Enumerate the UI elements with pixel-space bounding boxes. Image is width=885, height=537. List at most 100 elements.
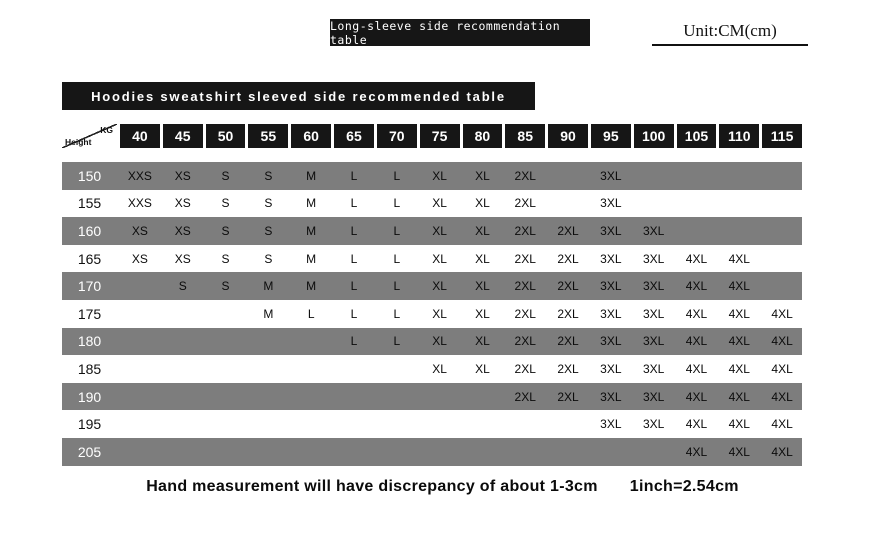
size-cell: XL	[432, 279, 447, 294]
table-row: 205 4XL 4XL 4XL	[62, 437, 802, 466]
size-cell: 4XL	[771, 361, 793, 376]
size-cell: M	[263, 279, 274, 294]
size-cell: 2XL	[514, 334, 536, 349]
size-cell: XL	[475, 251, 490, 266]
size-cell: 3XL	[600, 389, 622, 404]
size-cell: 4XL	[728, 279, 750, 294]
size-cell: 4XL	[685, 361, 708, 376]
size-cell: 2XL	[557, 251, 579, 266]
size-cell: 3XL	[642, 223, 665, 238]
size-cell: 4XL	[685, 251, 708, 266]
corner-kg-label: KG	[100, 125, 113, 135]
size-cell: S	[221, 251, 230, 266]
weight-header-cell: 110	[719, 124, 760, 148]
size-recommendation-table: KG Height 40 45 50 55 60 65 70 75 80 85 90 95 100 105…	[62, 124, 802, 466]
size-cell: 3XL	[642, 389, 665, 404]
weight-header-cell: 50	[205, 124, 246, 148]
size-cell: 3XL	[642, 361, 665, 376]
table-row: 175 M L L L XL XL 2XL 2XL 3XL 3XL 4XL 4XL 4XL	[62, 299, 802, 328]
size-cell: 2XL	[557, 306, 579, 321]
height-label: 170	[77, 278, 102, 295]
size-cell: 3XL	[642, 417, 665, 432]
size-cell: 4XL	[685, 444, 708, 459]
weight-header-cell: 70	[376, 124, 417, 148]
height-label: 150	[77, 167, 102, 184]
table-row: 165 XS XS S S M L L XL XL 2XL 2XL 3XL 3XL 4XL 4XL	[62, 244, 802, 273]
size-cell: L	[393, 168, 401, 183]
corner-cell: KG Height	[62, 124, 117, 148]
size-cell: S	[221, 168, 230, 183]
size-cell: 2XL	[514, 251, 536, 266]
size-cell: 3XL	[642, 251, 665, 266]
size-cell: L	[393, 279, 401, 294]
size-cell: M	[306, 279, 317, 294]
height-label: 160	[77, 222, 102, 239]
size-cell: S	[221, 196, 230, 211]
size-cell: 3XL	[600, 306, 622, 321]
size-cell: L	[393, 334, 401, 349]
height-label: 205	[77, 443, 102, 460]
size-cell: 2XL	[514, 196, 536, 211]
size-cell: 4XL	[728, 334, 750, 349]
weight-header-cell: 90	[548, 124, 588, 148]
size-cell: 3XL	[642, 306, 665, 321]
size-cell: 2XL	[557, 334, 579, 349]
weight-header-cell: 95	[590, 124, 631, 148]
size-cell: 3XL	[600, 223, 622, 238]
weight-header-cell: 55	[248, 124, 289, 148]
corner-height-label: Height	[65, 137, 92, 147]
size-cell: XL	[475, 168, 490, 183]
size-cell: M	[306, 196, 317, 211]
table-header-row: KG Height 40 45 50 55 60 65 70 75 80 85 90 95 100 105…	[62, 124, 802, 148]
size-cell: L	[350, 334, 358, 349]
size-cell: XXS	[127, 168, 152, 183]
size-cell: 2XL	[514, 168, 536, 183]
size-cell: 4XL	[728, 306, 750, 321]
size-cell: 3XL	[600, 251, 622, 266]
size-cell: XL	[475, 334, 490, 349]
size-cell: 3XL	[600, 279, 622, 294]
size-cell: XL	[475, 279, 490, 294]
size-cell: XS	[131, 251, 148, 266]
size-cell: L	[393, 223, 401, 238]
size-cell: 4XL	[771, 334, 793, 349]
size-cell: M	[306, 223, 317, 238]
size-cell: 4XL	[728, 251, 750, 266]
table-row: 150 XXS XS S S M L L XL XL 2XL 3XL	[62, 162, 802, 190]
size-cell: XL	[432, 361, 447, 376]
size-cell: XL	[432, 168, 447, 183]
size-cell: 4XL	[685, 334, 708, 349]
size-cell: S	[264, 223, 273, 238]
size-cell: L	[393, 196, 401, 211]
size-cell: XL	[475, 196, 490, 211]
size-cell: XL	[475, 306, 490, 321]
weight-header-cell: 105	[676, 124, 717, 148]
table-row: 170 S S M M L L XL XL 2XL 2XL 3XL 3XL 4XL 4XL	[62, 272, 802, 300]
size-cell: 2XL	[514, 361, 536, 376]
height-label: 180	[77, 333, 102, 350]
size-cell: L	[350, 196, 358, 211]
size-cell: XS	[174, 196, 191, 211]
footer-note: Hand measurement will have discrepancy o…	[0, 478, 885, 496]
size-cell: S	[221, 279, 230, 294]
size-cell: XL	[432, 306, 447, 321]
size-cell: L	[350, 306, 358, 321]
size-cell: 3XL	[600, 361, 622, 376]
size-cell: M	[263, 306, 274, 321]
size-cell: 4XL	[728, 444, 750, 459]
table-row: 195 3XL 3XL 4XL 4XL 4XL	[62, 410, 802, 438]
weight-header-cell: 100	[633, 124, 674, 148]
size-cell: S	[221, 223, 230, 238]
weight-header-cell: 60	[291, 124, 332, 148]
size-cell: 4XL	[728, 361, 750, 376]
height-label: 165	[77, 250, 102, 267]
size-cell: M	[306, 251, 317, 266]
weight-header-cell: 115	[762, 124, 802, 148]
table-row: 190 2XL 2XL 3XL 3XL 4XL 4XL 4XL	[62, 382, 802, 411]
size-cell: 2XL	[557, 389, 579, 404]
table-row: 180 L L XL XL 2XL 2XL 3XL 3XL 4XL 4XL 4XL	[62, 327, 802, 356]
size-cell: M	[306, 168, 317, 183]
size-cell: XL	[475, 361, 490, 376]
table-row: 155 XXS XS S S M L L XL XL 2XL 3XL	[62, 189, 802, 218]
